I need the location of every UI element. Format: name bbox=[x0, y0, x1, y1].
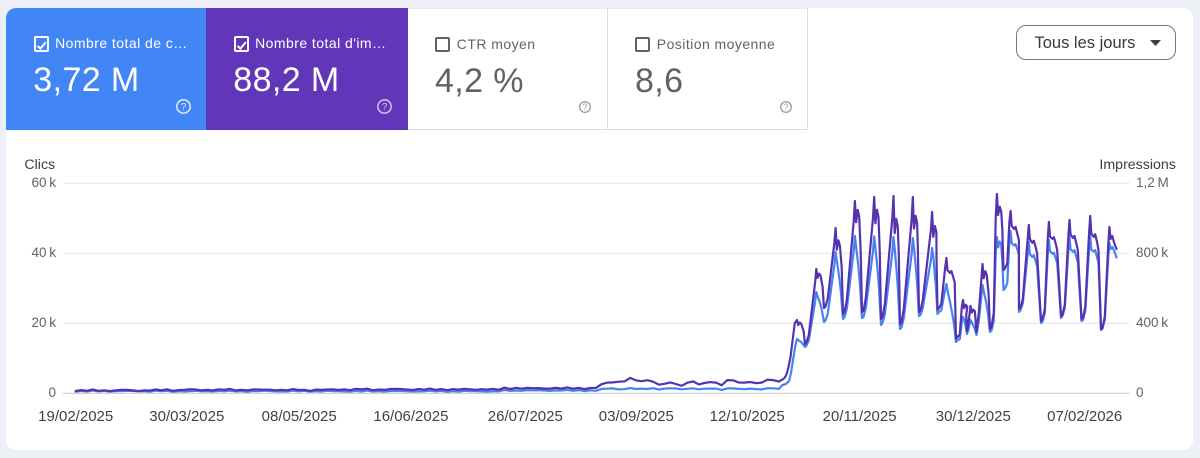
svg-text:?: ? bbox=[181, 102, 187, 113]
svg-text:?: ? bbox=[382, 102, 388, 113]
svg-text:?: ? bbox=[784, 102, 789, 112]
svg-text:?: ? bbox=[582, 102, 587, 112]
